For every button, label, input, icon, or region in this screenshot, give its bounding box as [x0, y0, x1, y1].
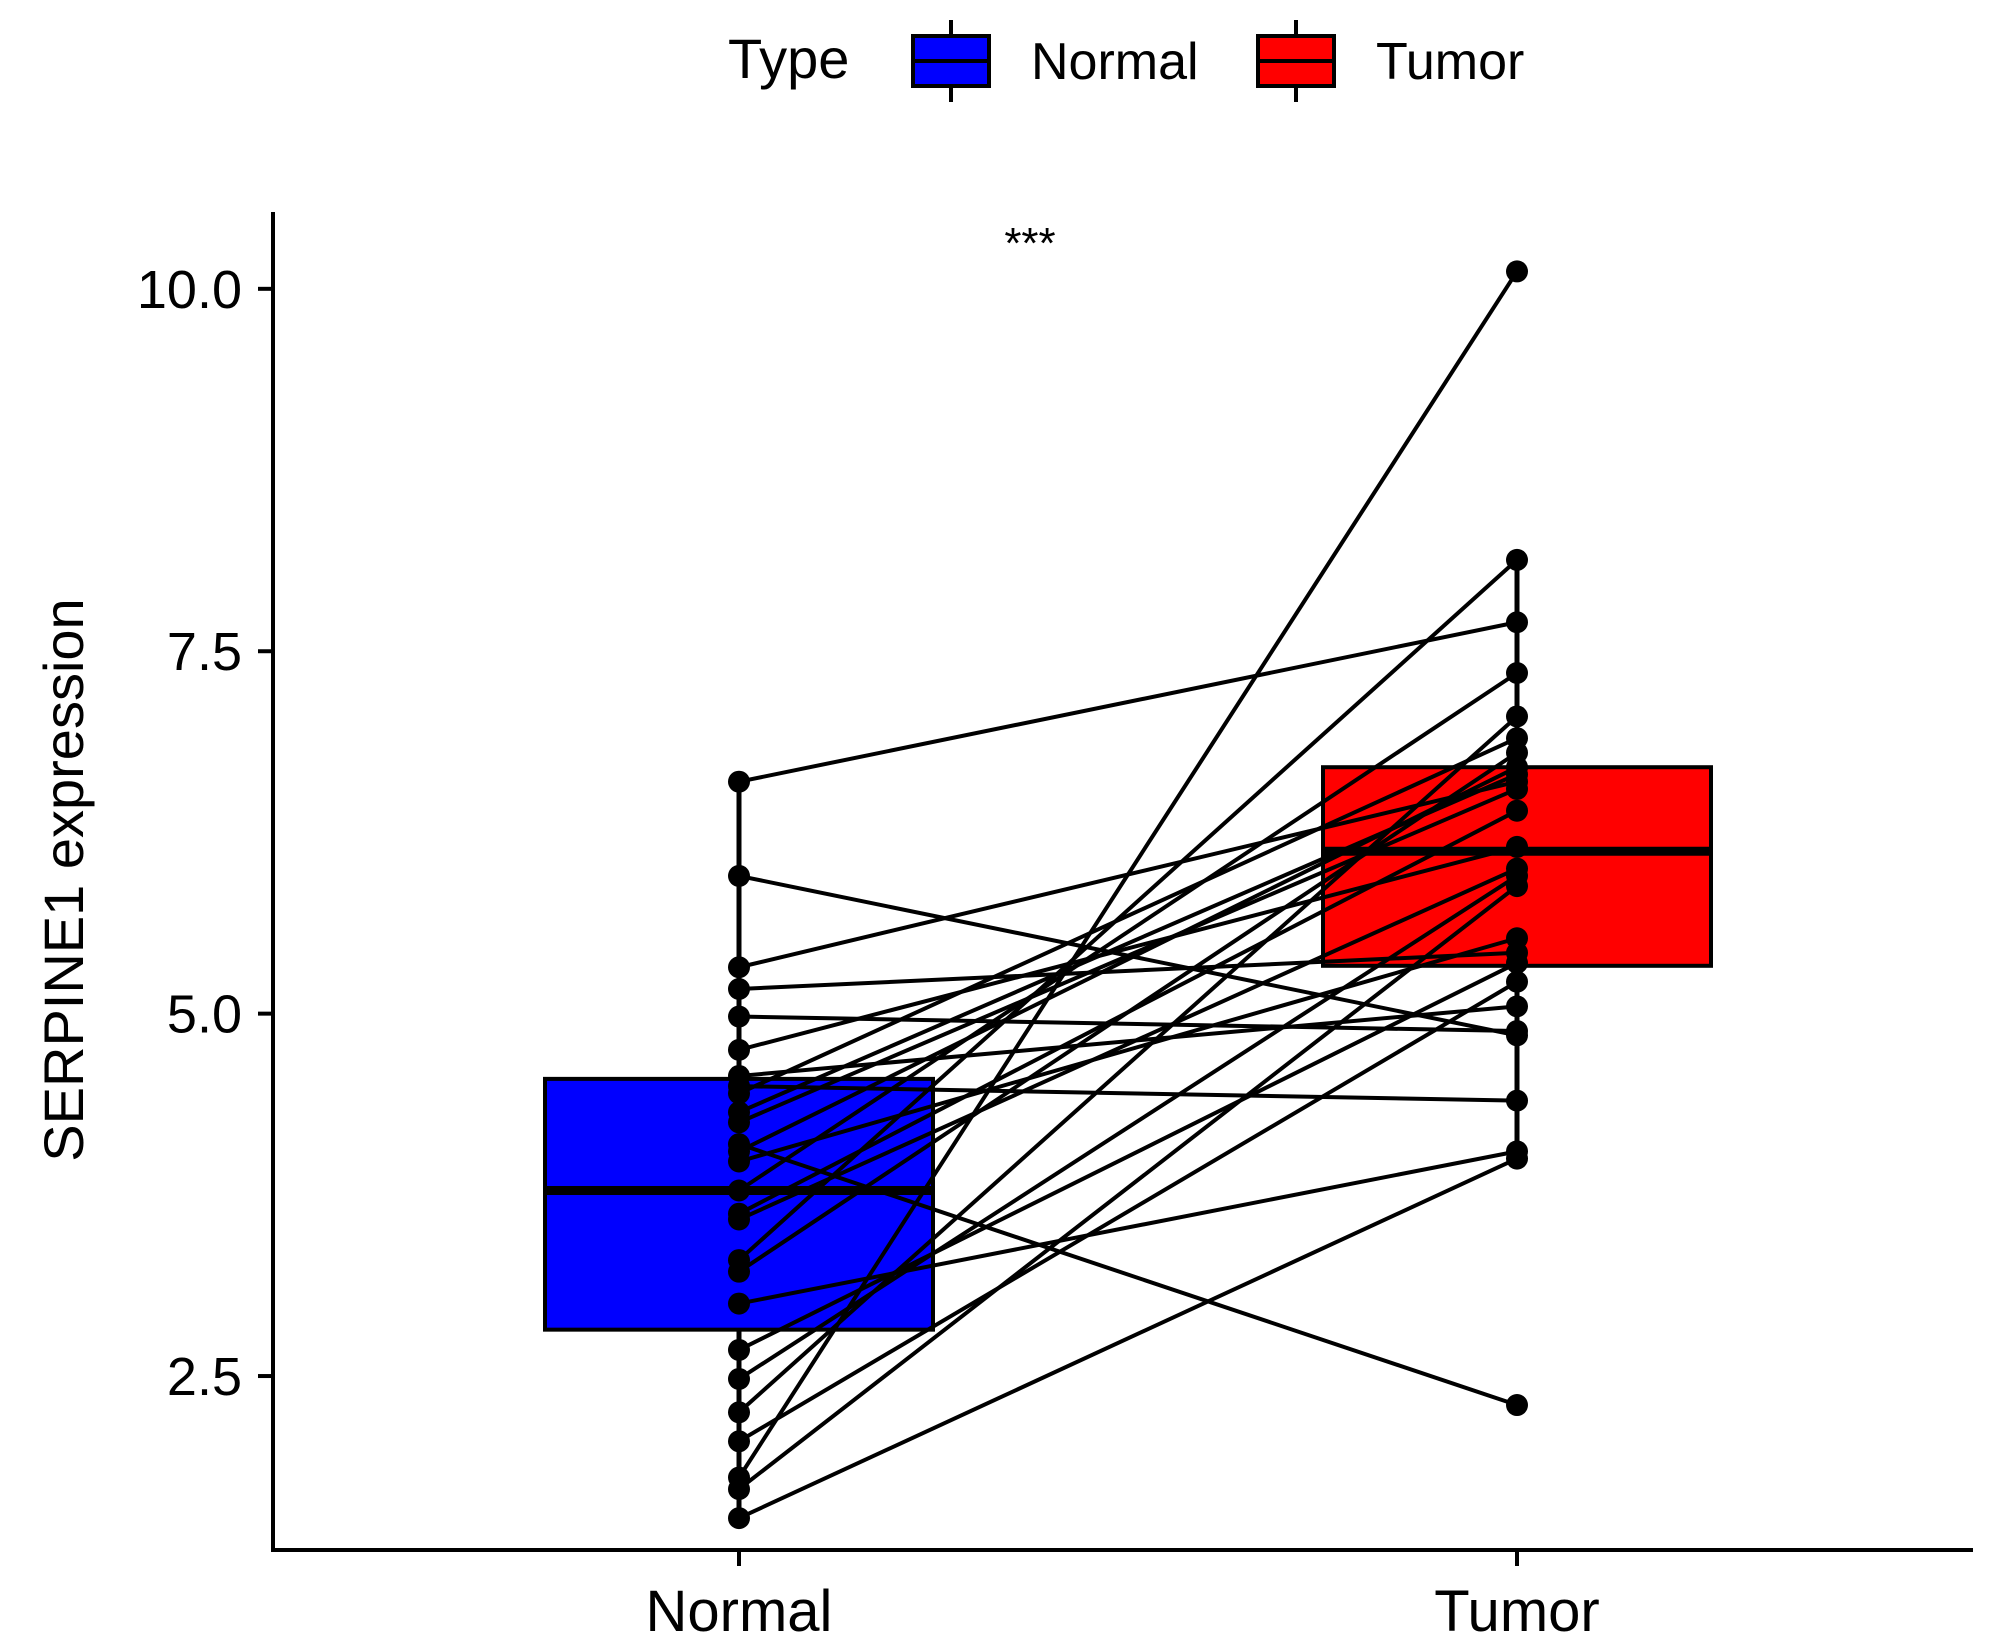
pair-line	[738, 787, 1518, 1125]
point-tumor	[1506, 1147, 1528, 1170]
point-normal	[728, 1005, 750, 1028]
pair-line	[737, 980, 1519, 1444]
pair-line	[738, 1142, 1518, 1407]
y-tick-label: 2.5	[167, 1347, 242, 1407]
pair-line	[737, 714, 1519, 1414]
point-normal	[728, 864, 750, 887]
point-tumor	[1506, 741, 1528, 764]
point-tumor	[1506, 799, 1528, 822]
y-tick-label: 5.0	[167, 985, 242, 1045]
pair-line	[738, 1156, 1518, 1520]
pair-line	[738, 936, 1518, 1164]
point-tumor	[1506, 260, 1528, 283]
point-normal	[728, 1292, 750, 1315]
point-normal	[728, 1038, 750, 1061]
y-tick-label: 10.0	[137, 260, 242, 320]
pair-line	[738, 844, 1518, 1052]
pair-line	[737, 671, 1519, 1193]
point-tumor	[1506, 970, 1528, 993]
point-normal	[728, 1260, 750, 1283]
legend-label-normal: Normal	[1031, 33, 1199, 91]
point-normal	[728, 770, 750, 793]
point-tumor	[1506, 927, 1528, 950]
point-normal	[728, 1367, 750, 1390]
point-normal	[728, 1179, 750, 1202]
legend: Type Normal Tumor	[728, 20, 1524, 102]
point-tumor	[1506, 875, 1528, 898]
point-normal	[728, 1478, 750, 1501]
pair-lines	[737, 270, 1519, 1520]
significance-label: ***	[1004, 219, 1055, 268]
x-ticks: Normal Tumor	[646, 1550, 1600, 1644]
x-tick-label: Normal	[646, 1579, 833, 1644]
pair-line	[737, 270, 1519, 1479]
point-tumor	[1506, 1089, 1528, 1112]
point-normal	[728, 1208, 750, 1231]
pair-line	[738, 736, 1518, 1096]
axes	[271, 212, 1973, 1552]
point-tumor	[1506, 1394, 1528, 1417]
point-normal	[728, 1430, 750, 1453]
y-ticks: 2.5 5.0 7.5 10.0	[137, 260, 273, 1407]
point-normal	[728, 1507, 750, 1530]
pair-line	[738, 866, 1518, 1222]
point-tumor	[1506, 777, 1528, 800]
point-normal	[728, 1111, 750, 1134]
point-normal	[728, 1150, 750, 1173]
pair-line	[738, 961, 1518, 1352]
point-tumor	[1506, 661, 1528, 684]
point-tumor	[1506, 1020, 1528, 1043]
point-normal	[728, 956, 750, 979]
point-tumor	[1506, 995, 1528, 1018]
pair-line	[738, 620, 1518, 784]
point-tumor	[1506, 835, 1528, 858]
legend-items: Normal Tumor	[911, 20, 1524, 102]
pair-line	[737, 751, 1519, 1274]
point-normal	[728, 1401, 750, 1424]
pair-line	[737, 558, 1519, 1262]
pair-line	[737, 884, 1519, 1491]
pair-line	[738, 1004, 1518, 1078]
y-axis-label: SERPINE1 expression	[32, 598, 95, 1161]
legend-label-tumor: Tumor	[1376, 33, 1524, 91]
point-tumor	[1506, 951, 1528, 974]
y-tick-label: 7.5	[167, 622, 242, 682]
point-tumor	[1506, 611, 1528, 634]
x-tick-label: Tumor	[1434, 1579, 1599, 1644]
point-normal	[728, 977, 750, 1000]
points	[728, 260, 1528, 1530]
legend-title: Type	[728, 27, 849, 90]
point-tumor	[1506, 548, 1528, 571]
point-normal	[728, 1338, 750, 1361]
point-tumor	[1506, 705, 1528, 728]
point-normal	[728, 1082, 750, 1105]
